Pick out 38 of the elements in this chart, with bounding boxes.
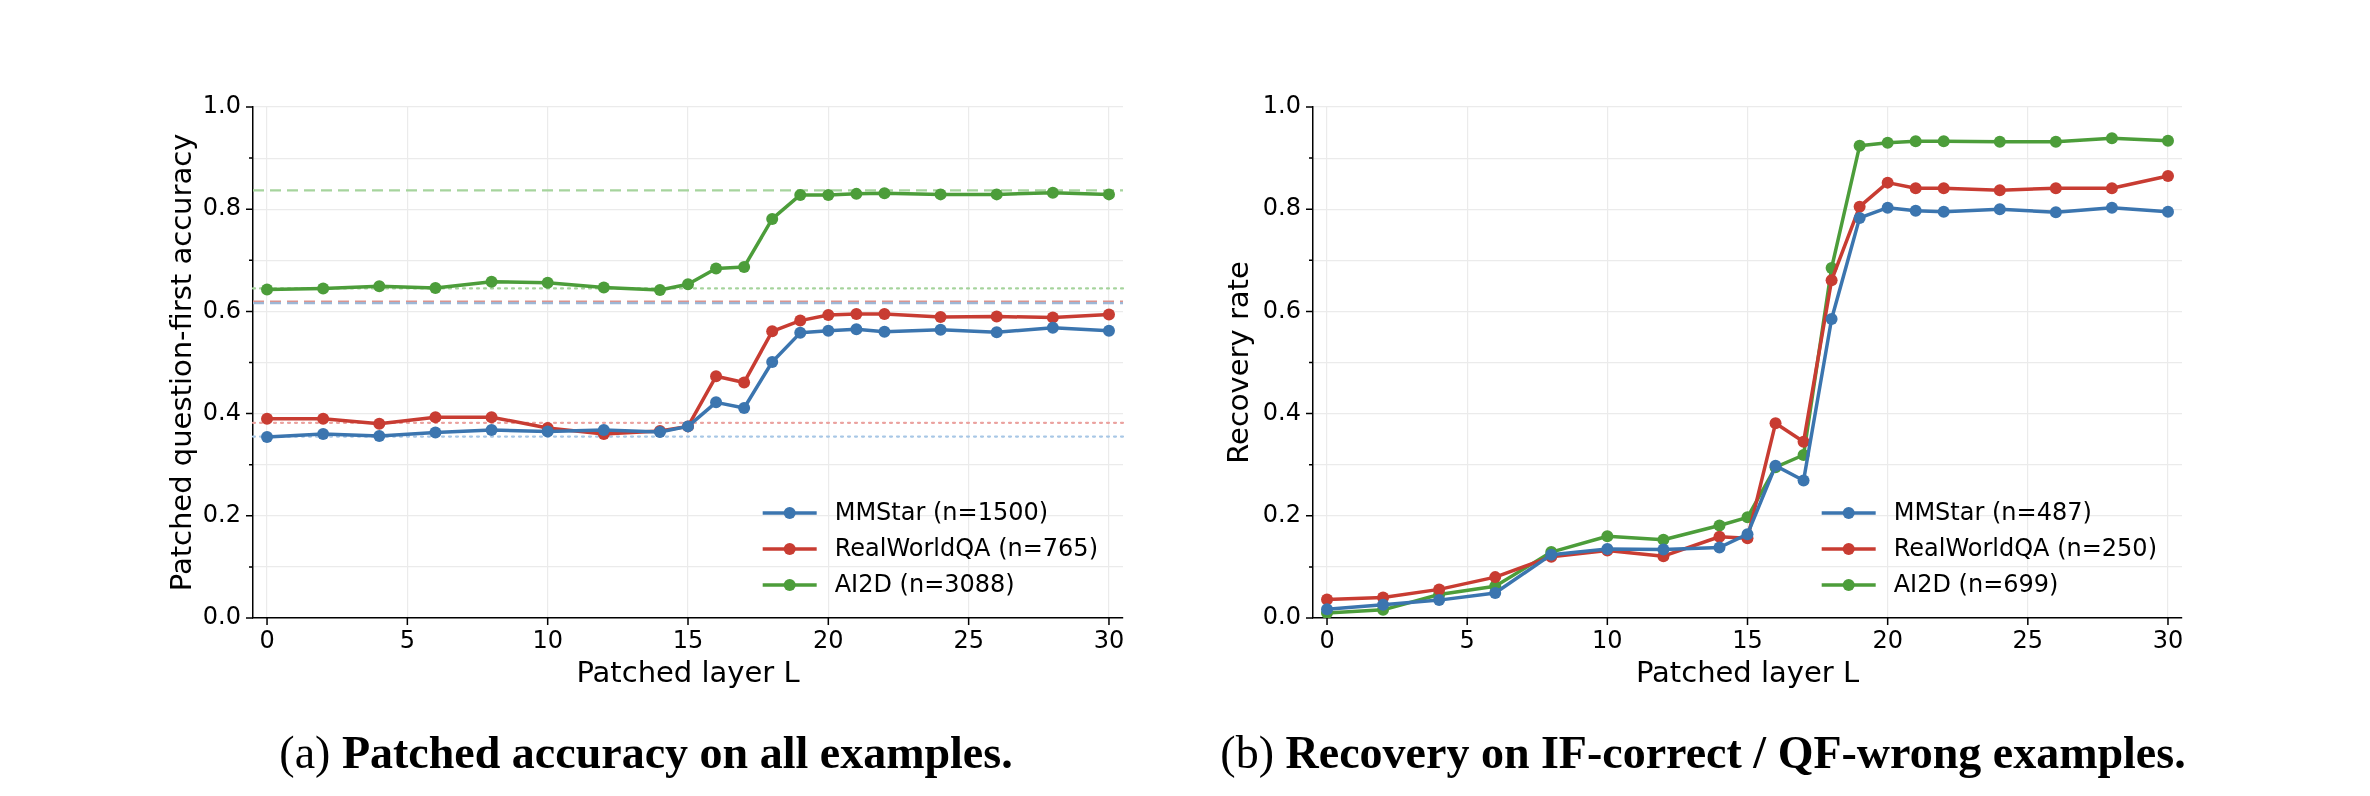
y-tick-label: 0.6: [202, 295, 241, 324]
y-axis-title: Patched question-first accuracy: [163, 133, 198, 592]
x-tick-label: 30: [2152, 625, 2184, 654]
legend-label: RealWorldQA (n=250): [1893, 534, 2157, 563]
legend-label: MMStar (n=487): [1893, 498, 2092, 527]
x-axis-title: Patched layer L: [576, 654, 800, 689]
y-tick-label: 0.8: [202, 193, 241, 222]
x-axis-title: Patched layer L: [1635, 654, 1860, 689]
x-tick-label: 5: [399, 625, 415, 654]
x-tick-label: 25: [2012, 625, 2044, 654]
y-tick-label: 0.2: [202, 500, 241, 529]
legend-label: AI2D (n=3088): [834, 570, 1015, 599]
x-tick-label: 15: [1732, 625, 1763, 654]
y-tick-label: 0.0: [202, 602, 241, 631]
y-tick-label: 1.0: [1262, 91, 1301, 120]
y-tick-label: 0.0: [1262, 602, 1301, 631]
x-tick-label: 20: [1872, 625, 1903, 654]
y-tick-label: 1.0: [202, 91, 241, 120]
legend-label: RealWorldQA (n=765): [834, 534, 1098, 563]
y-tick-label: 0.4: [1262, 397, 1301, 426]
y-tick-label: 0.4: [202, 397, 241, 426]
x-tick-label: 30: [1093, 625, 1125, 654]
text: (b) Recovery on IF-correct / QF-wrong examples.: [1220, 727, 2186, 778]
text: (a) Patched accuracy on all examples.: [279, 727, 1013, 778]
y-axis-title: Recovery rate: [1220, 261, 1255, 464]
x-tick-label: 25: [953, 625, 984, 654]
x-tick-label: 10: [532, 625, 563, 654]
x-tick-label: 15: [672, 625, 704, 654]
y-tick-label: 0.6: [1262, 295, 1301, 324]
x-tick-label: 0: [259, 625, 275, 654]
x-tick-label: 5: [1459, 625, 1475, 654]
y-tick-label: 0.2: [1262, 500, 1301, 529]
y-tick-label: 0.8: [1262, 193, 1301, 222]
x-tick-label: 0: [1319, 625, 1335, 654]
x-tick-label: 10: [1592, 625, 1623, 654]
legend-label: AI2D (n=699): [1893, 570, 2059, 599]
x-tick-label: 20: [813, 625, 844, 654]
legend-label: MMStar (n=1500): [834, 498, 1049, 527]
